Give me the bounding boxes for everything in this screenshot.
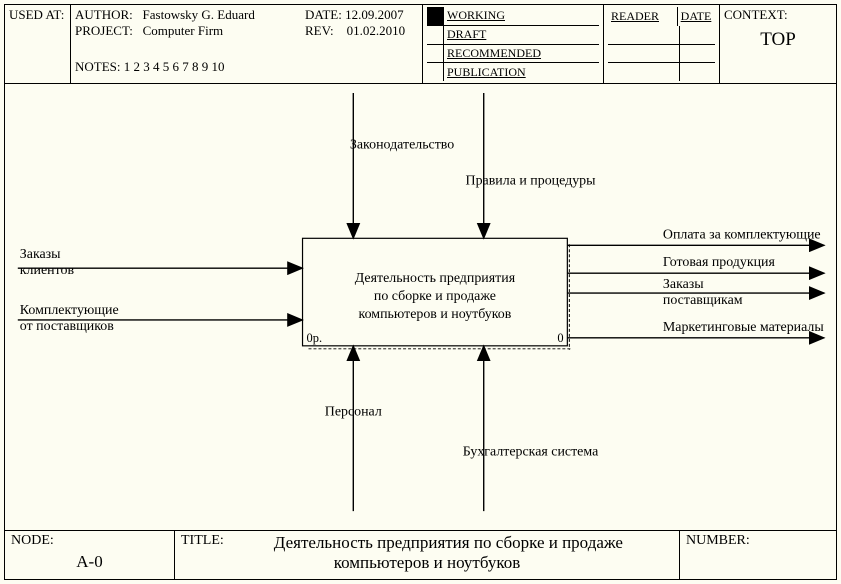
used-at-label: USED AT:	[9, 7, 64, 22]
used-at-cell: USED AT:	[5, 5, 71, 83]
footer-row: NODE: A-0 TITLE: Деятельность предприяти…	[5, 530, 836, 579]
svg-text:0: 0	[557, 331, 563, 345]
project-value: Computer Firm	[143, 23, 224, 38]
svg-text:0р.: 0р.	[307, 331, 323, 345]
number-cell: NUMBER:	[680, 531, 836, 579]
svg-text:Правила и процедуры: Правила и процедуры	[466, 174, 597, 189]
status-row: DRAFT	[427, 26, 599, 45]
title-label: TITLE:	[181, 533, 224, 549]
status-label: PUBLICATION	[444, 65, 526, 80]
svg-text:Заказы: Заказы	[663, 277, 704, 292]
context-cell: CONTEXT: TOP	[720, 5, 836, 83]
title-cell: TITLE: Деятельность предприятия по сборк…	[175, 531, 680, 579]
svg-text:компьютеров и ноутбуков: компьютеров и ноутбуков	[359, 307, 512, 322]
project-label: PROJECT:	[75, 23, 133, 38]
svg-text:Готовая продукция: Готовая продукция	[663, 255, 776, 270]
svg-text:поставщикам: поставщикам	[663, 293, 743, 308]
reader-header: READER	[608, 7, 678, 26]
notes-value: 1 2 3 4 5 6 7 8 9 10	[124, 59, 225, 74]
svg-text:Маркетинговые материалы: Маркетинговые материалы	[663, 320, 824, 335]
context-label: CONTEXT:	[724, 7, 832, 23]
reader-column: READER DATE	[604, 5, 720, 83]
status-box	[427, 63, 444, 81]
svg-text:по сборке и продаже: по сборке и продаже	[374, 289, 496, 304]
svg-text:Персонал: Персонал	[325, 405, 382, 420]
status-row: RECOMMENDED	[427, 45, 599, 64]
idef0-frame: USED AT: AUTHOR: Fastowsky G. Eduard PRO…	[4, 4, 837, 580]
svg-text:Комплектующие: Комплектующие	[20, 303, 119, 318]
author-cell: AUTHOR: Fastowsky G. Eduard PROJECT: Com…	[71, 5, 423, 83]
status-label: RECOMMENDED	[444, 46, 541, 61]
number-label: NUMBER:	[686, 533, 750, 548]
svg-text:Заказы: Заказы	[20, 247, 61, 262]
date-value: 12.09.2007	[345, 7, 404, 22]
svg-text:от поставщиков: от поставщиков	[20, 319, 114, 334]
svg-text:Оплата за комплектующие: Оплата за комплектующие	[663, 227, 821, 242]
svg-text:клиентов: клиентов	[20, 263, 75, 278]
status-box	[427, 26, 444, 44]
rev-value: 01.02.2010	[347, 23, 406, 38]
date-header: DATE	[678, 7, 715, 26]
node-label: NODE:	[11, 533, 54, 548]
node-cell: NODE: A-0	[5, 531, 175, 579]
status-column: WORKING DRAFT RECOMMENDED PUBLICATION	[423, 5, 604, 83]
date-label: DATE:	[305, 7, 342, 22]
status-row: WORKING	[427, 7, 599, 26]
node-value: A-0	[11, 552, 168, 572]
rev-label: REV:	[305, 23, 334, 38]
diagram-area: Деятельность предприятия по сборке и прод…	[5, 83, 836, 531]
status-box	[427, 7, 444, 25]
title-value: Деятельность предприятия по сборке и про…	[274, 533, 623, 572]
author-label: AUTHOR:	[75, 7, 133, 22]
author-value: Fastowsky G. Eduard	[143, 7, 255, 22]
svg-text:Бухгалтерская система: Бухгалтерская система	[463, 444, 599, 459]
context-value: TOP	[724, 29, 832, 51]
notes-label: NOTES:	[75, 59, 121, 74]
svg-text:Деятельность предприятия: Деятельность предприятия	[355, 271, 516, 286]
status-box	[427, 45, 444, 63]
status-row: PUBLICATION	[427, 63, 599, 81]
status-label: DRAFT	[444, 27, 486, 42]
svg-text:Законодательство: Законодательство	[350, 138, 454, 153]
header-row: USED AT: AUTHOR: Fastowsky G. Eduard PRO…	[5, 5, 836, 84]
idef0-svg: Деятельность предприятия по сборке и прод…	[5, 83, 836, 531]
status-label: WORKING	[444, 8, 505, 23]
